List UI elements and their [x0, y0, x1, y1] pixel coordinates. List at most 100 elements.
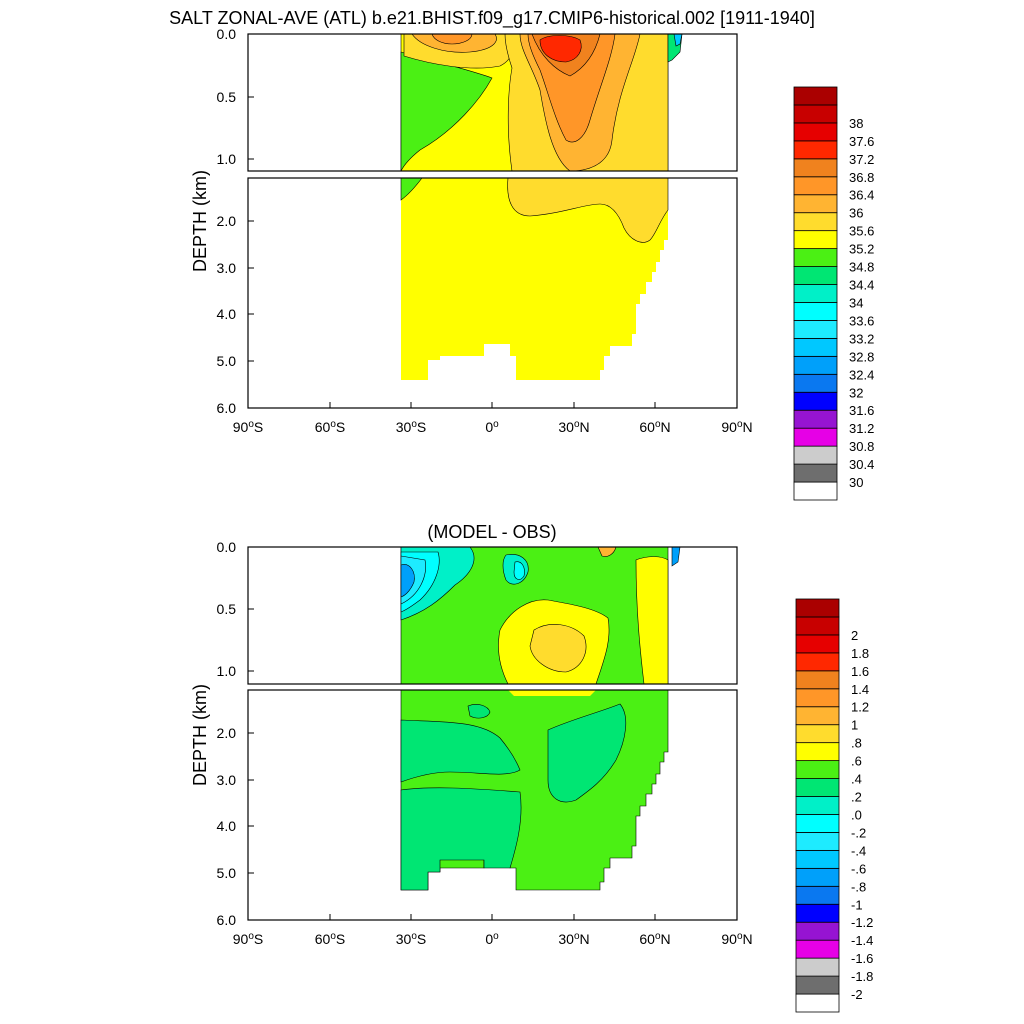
colorbar-swatch — [795, 742, 840, 762]
colorbar-swatch — [795, 616, 840, 636]
colorbar-swatch — [793, 320, 838, 339]
difference-fill-deep-north — [547, 703, 627, 803]
colorbar-swatch — [793, 158, 838, 178]
colorbar-label: -.2 — [851, 825, 866, 840]
colorbar-swatch — [793, 355, 838, 375]
colorbar-label: -.8 — [851, 879, 866, 894]
colorbar-label: .2 — [851, 790, 862, 805]
salinity-panel: SALT ZONAL-AVE (ATL) b.e21.BHIST.f09_g17… — [169, 8, 874, 501]
x-tick-label: 90oN — [721, 419, 752, 435]
colorbar-swatch — [795, 903, 840, 923]
difference-y-axis: 0.0 0.5 1.0 2.0 3.0 4.0 5.0 6.0 DEPTH (k… — [190, 539, 254, 928]
y-tick-label: 6.0 — [217, 400, 237, 416]
colorbar-label: 32.4 — [849, 367, 874, 382]
colorbar-label: 1.6 — [851, 664, 869, 679]
y-tick-label: 3.0 — [217, 260, 237, 276]
y-tick-label: 2.0 — [217, 213, 237, 229]
colorbar-swatch — [793, 391, 838, 411]
colorbar-swatch — [793, 409, 838, 429]
x-tick-label: 60oN — [639, 931, 670, 947]
x-tick-label: 0o — [485, 419, 499, 435]
difference-upper-frame — [247, 546, 738, 685]
colorbar-swatch — [795, 993, 840, 1013]
colorbar-swatch — [795, 688, 840, 708]
x-tick-label: 0o — [485, 931, 499, 947]
colorbar-label: 36 — [849, 206, 863, 221]
colorbar-swatch — [793, 463, 838, 483]
colorbar-label: -1.4 — [851, 933, 873, 948]
y-tick-label: 3.0 — [217, 772, 237, 788]
difference-fill-deep-spot — [467, 704, 491, 719]
colorbar-label: 32 — [849, 385, 863, 400]
colorbar-swatch — [793, 140, 838, 160]
difference-fill-deep-weak — [400, 719, 521, 783]
x-tick-label: 30oN — [558, 419, 589, 435]
colorbar-label: .8 — [851, 736, 862, 751]
colorbar-label: -.4 — [851, 843, 866, 858]
colorbar-swatch — [793, 104, 838, 124]
colorbar-label: .0 — [851, 807, 862, 822]
colorbar-label: 34.4 — [849, 278, 874, 293]
colorbar-label: .4 — [851, 772, 862, 787]
difference-fill-subtropical-max — [529, 624, 587, 673]
y-tick-label: 0.5 — [217, 89, 237, 105]
colorbar-swatch — [793, 248, 838, 267]
colorbar-label: -2 — [851, 987, 863, 1002]
colorbar-label: 37.2 — [849, 152, 874, 167]
x-tick-label: 30oN — [558, 931, 589, 947]
salinity-fill-north-max — [539, 35, 582, 63]
difference-title: (MODEL - OBS) — [427, 522, 556, 542]
colorbar-label: 33.2 — [849, 331, 874, 346]
y-tick-label: 1.0 — [217, 151, 237, 167]
difference-colorbar: -2 -1.8 -1.6 -1.4 -1.2 -1 -.8 -.6 -.4 -.2 .0 .2 .4 .6… — [795, 598, 873, 1013]
x-tick-label: 60oN — [639, 419, 670, 435]
y-tick-label: 0.5 — [217, 601, 237, 617]
colorbar-swatch — [795, 598, 840, 618]
salinity-fill-arctic-fresher — [673, 34, 683, 47]
colorbar-label: 35.6 — [849, 224, 874, 239]
colorbar-label: -1 — [851, 897, 863, 912]
y-tick-label: 4.0 — [217, 818, 237, 834]
difference-fill-south-core — [400, 564, 415, 598]
y-tick-label: 5.0 — [217, 865, 237, 881]
salinity-upper-field — [400, 34, 683, 171]
colorbar-swatch — [793, 86, 838, 106]
x-tick-label: 30oS — [396, 931, 426, 947]
x-tick-label: 60oS — [315, 419, 345, 435]
colorbar-swatch — [795, 796, 840, 815]
colorbar-label: -1.2 — [851, 915, 873, 930]
y-tick-label: 5.0 — [217, 353, 237, 369]
colorbar-label: 31.2 — [849, 421, 874, 436]
colorbar-swatch — [795, 921, 840, 941]
colorbar-label: 30 — [849, 475, 863, 490]
colorbar-swatch — [793, 481, 838, 501]
colorbar-swatch — [795, 724, 840, 744]
difference-fill-top-band — [508, 690, 596, 696]
salinity-colorbar: 30 30.4 30.8 31.2 31.6 32 32.4 32.8 33.2 33.6 34 34… — [793, 86, 874, 501]
salinity-x-axis: 90oS 60oS 30oS 0o 30oN 60oN 90oN — [233, 402, 753, 435]
y-axis-label: DEPTH (km) — [190, 684, 210, 786]
colorbar-swatch — [795, 814, 840, 833]
colorbar-swatch — [795, 867, 840, 887]
colorbar-swatch — [793, 176, 838, 196]
colorbar-swatch — [793, 266, 838, 285]
colorbar-swatch — [795, 975, 840, 995]
colorbar-swatch — [793, 302, 838, 321]
y-tick-label: 2.0 — [217, 725, 237, 741]
salinity-fill-nadw — [507, 178, 669, 243]
difference-x-axis: 90oS 60oS 30oS 0o 30oN 60oN 90oN — [233, 914, 753, 947]
colorbar-label: -1.6 — [851, 951, 873, 966]
salinity-fill-deep — [401, 178, 668, 380]
colorbar-label: 30.8 — [849, 439, 874, 454]
colorbar-swatch — [793, 230, 838, 250]
colorbar-label: 1.4 — [851, 682, 869, 697]
y-tick-label: 6.0 — [217, 912, 237, 928]
colorbar-swatch — [793, 427, 838, 447]
salinity-upper-frame — [247, 33, 738, 172]
x-tick-label: 30oS — [396, 419, 426, 435]
x-tick-label: 90oN — [721, 931, 752, 947]
x-tick-label: 90oS — [233, 419, 263, 435]
colorbar-swatch — [793, 194, 838, 214]
colorbar-label: 34.8 — [849, 260, 874, 275]
